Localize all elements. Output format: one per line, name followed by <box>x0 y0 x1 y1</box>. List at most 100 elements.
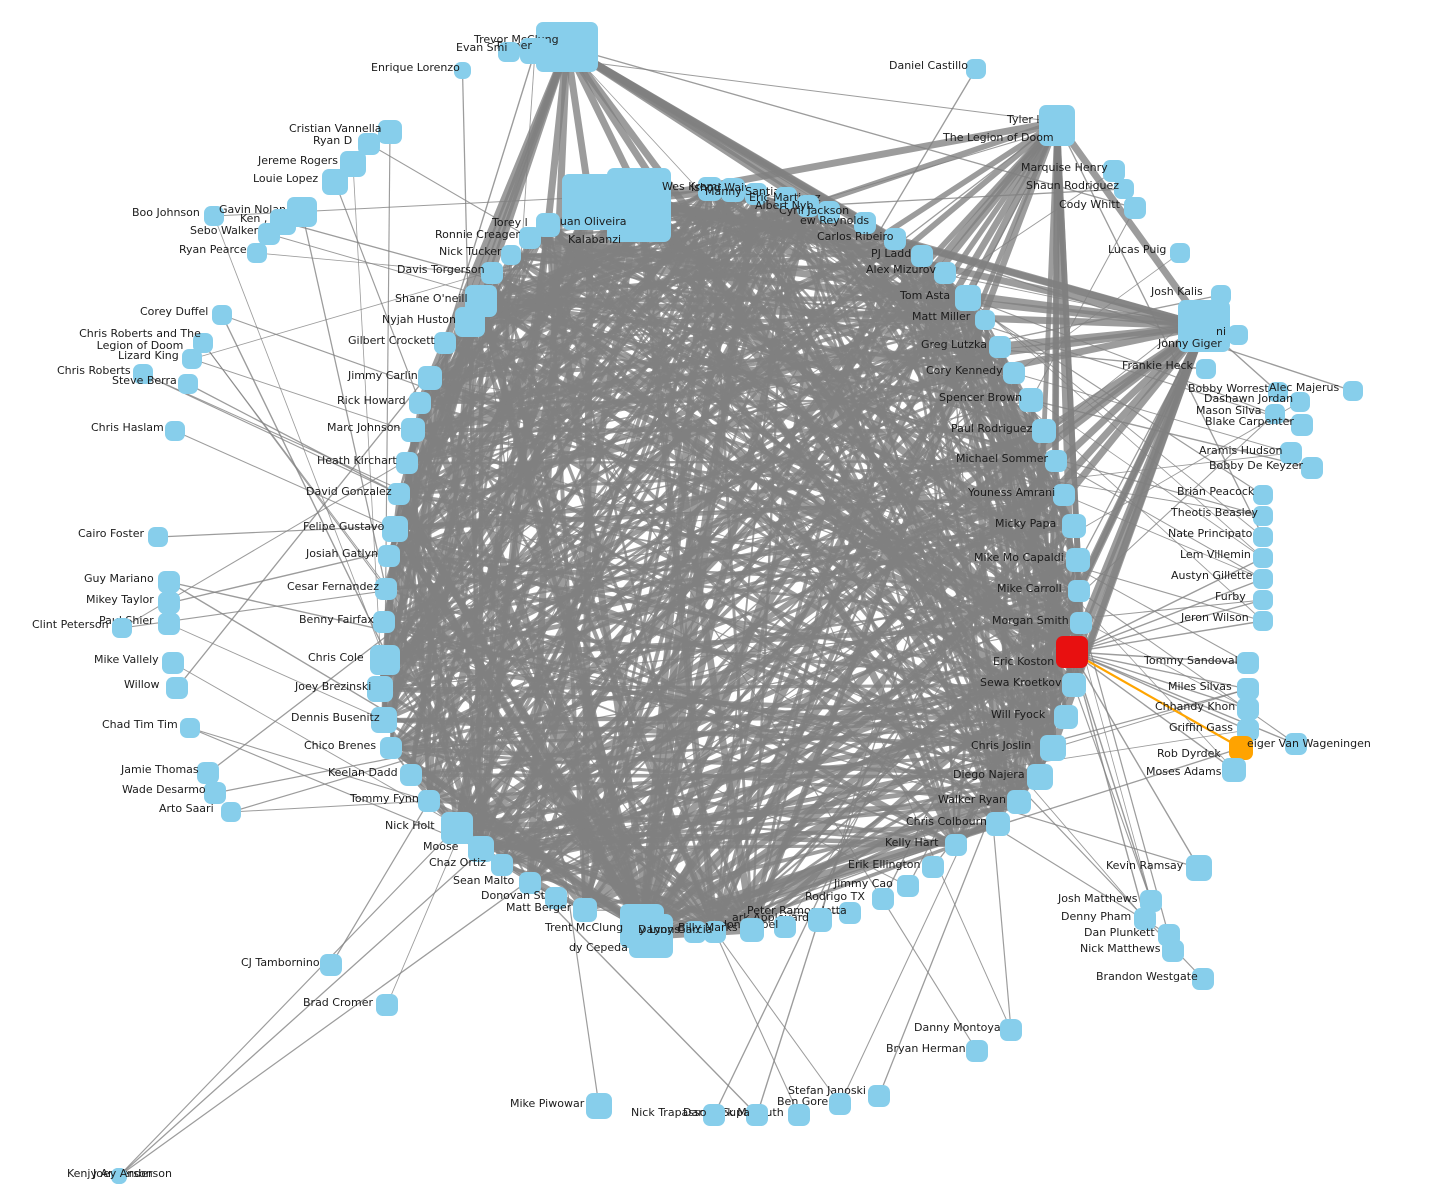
graph-node-clint-peterson[interactable] <box>112 618 132 638</box>
graph-node-ronnie-creager[interactable] <box>519 227 541 249</box>
graph-node-dennis-busenitz[interactable] <box>371 707 397 733</box>
graph-node-bobby-worrest[interactable] <box>1268 382 1288 402</box>
graph-node-legion-of-doom[interactable] <box>1039 112 1075 146</box>
graph-node-mike-vallely[interactable] <box>162 652 184 674</box>
graph-node-eric-martinez[interactable] <box>775 187 797 209</box>
graph-node-benny-fairfax[interactable] <box>373 611 395 633</box>
graph-node-nick-tucker[interactable] <box>501 245 521 265</box>
graph-node-kelly-hart[interactable] <box>945 834 967 856</box>
graph-node-blake-carpenter[interactable] <box>1291 414 1313 436</box>
graph-node-chico-brenes[interactable] <box>380 737 402 759</box>
graph-node-tommy-fynn[interactable] <box>418 790 440 812</box>
graph-node-rick-howard[interactable] <box>409 392 431 414</box>
graph-node-brad-cromer[interactable] <box>376 994 398 1016</box>
graph-node-cody-whitt[interactable] <box>1124 197 1146 219</box>
graph-node-ben-gore[interactable] <box>829 1093 851 1115</box>
graph-node-mark-appleyard[interactable] <box>808 908 832 932</box>
graph-node-rob-dyrdek[interactable] <box>1229 736 1253 760</box>
graph-node-nyjah-huston[interactable] <box>455 307 485 337</box>
graph-node-miles-silvas[interactable] <box>1237 678 1259 700</box>
graph-node-drew-reynolds[interactable] <box>854 212 876 234</box>
graph-node-will-fyock[interactable] <box>1054 705 1078 729</box>
graph-node-moose[interactable] <box>468 836 494 862</box>
graph-node-jeron-wilson[interactable] <box>1253 611 1273 631</box>
graph-node-cody-cepeda[interactable] <box>629 914 673 958</box>
graph-node-brian-peacock[interactable] <box>1253 485 1273 505</box>
graph-node-josiah-gatlyn[interactable] <box>378 545 400 567</box>
graph-node-greg-lutzka[interactable] <box>989 336 1011 358</box>
graph-node-david-gonzalez[interactable] <box>388 483 410 505</box>
graph-node-lem-villemin[interactable] <box>1253 548 1273 568</box>
graph-node-brandon-westgate[interactable] <box>1192 968 1214 990</box>
graph-node-mason-silva[interactable] <box>1265 404 1285 424</box>
graph-node-danny-garcia[interactable] <box>704 921 726 943</box>
graph-node-michael-sommer[interactable] <box>1045 450 1067 472</box>
graph-node-ryan-d[interactable] <box>358 133 380 155</box>
graph-node-chris-roberts-legion[interactable] <box>193 333 213 353</box>
graph-node-alec-majerus[interactable] <box>1343 381 1363 401</box>
graph-node-griffin-gass[interactable] <box>1237 719 1259 741</box>
graph-node-lizard-king[interactable] <box>182 349 202 369</box>
graph-node-furby[interactable] <box>1253 590 1273 610</box>
graph-node-cory-kennedy[interactable] <box>1003 362 1025 384</box>
graph-node-tom-asta[interactable] <box>955 285 981 311</box>
graph-node-mike-piwowar[interactable] <box>586 1093 612 1119</box>
graph-node-luan-oliveira[interactable] <box>562 174 618 230</box>
graph-node-marc-johnson[interactable] <box>401 418 425 442</box>
graph-node-steve-berra[interactable] <box>178 374 198 394</box>
graph-node-wes-kremer[interactable] <box>698 177 722 201</box>
graph-node-kevin-ramsay[interactable] <box>1186 855 1212 881</box>
graph-node-keelan-dadd[interactable] <box>400 764 422 786</box>
graph-node-geiger-van-wageningen[interactable] <box>1285 733 1307 755</box>
graph-node-nick-matthews[interactable] <box>1162 940 1184 962</box>
graph-node-nate-principato[interactable] <box>1253 527 1273 547</box>
graph-node-chris-haslam[interactable] <box>165 421 185 441</box>
graph-node-theotis-beasley[interactable] <box>1253 506 1273 526</box>
graph-node-danny-montoya[interactable] <box>1000 1019 1022 1041</box>
graph-node-chris-roberts[interactable] <box>133 364 153 384</box>
graph-node-frankie-heck[interactable] <box>1196 359 1216 379</box>
graph-node-ty-lyons[interactable] <box>684 921 706 943</box>
graph-node-youness-amrani[interactable] <box>1053 484 1075 506</box>
graph-node-mike-mo-capaldi[interactable] <box>1066 548 1090 572</box>
graph-node-donovan-st[interactable] <box>545 887 567 909</box>
graph-node-chris-joslin[interactable] <box>1040 735 1066 761</box>
graph-node-denny-pham[interactable] <box>1134 908 1156 930</box>
graph-node-eric-koston[interactable] <box>1056 636 1088 668</box>
graph-node-ishod-wair[interactable] <box>721 178 745 202</box>
graph-node-micky-papa[interactable] <box>1062 514 1086 538</box>
graph-node-shaun-rodriguez[interactable] <box>1114 179 1134 199</box>
graph-node-carlos-ribeiro[interactable] <box>884 228 906 250</box>
graph-node-sean-malto[interactable] <box>519 872 541 894</box>
graph-node-jamie-thomas[interactable] <box>197 762 219 784</box>
graph-node-peter-ramondetta[interactable] <box>839 902 861 924</box>
graph-node-chris-cole[interactable] <box>370 645 400 675</box>
graph-node-chhandy-khon[interactable] <box>1237 698 1259 720</box>
graph-node-chad-tim-tim[interactable] <box>180 718 200 738</box>
graph-node-chaz-ortiz[interactable] <box>491 854 513 876</box>
graph-node-amrani2[interactable] <box>1228 325 1248 345</box>
graph-node-tanner[interactable] <box>520 38 550 64</box>
graph-node-aramis-hudson[interactable] <box>1280 442 1302 464</box>
graph-node-alex-mizurov[interactable] <box>934 262 956 284</box>
graph-node-sewa-kroetkov[interactable] <box>1062 673 1086 697</box>
graph-node-bobby-de-keyzer[interactable] <box>1301 457 1323 479</box>
graph-node-davis-torgerson[interactable] <box>481 262 503 284</box>
graph-node-tommy-sandoval[interactable] <box>1237 652 1259 674</box>
graph-node-mikey-taylor[interactable] <box>158 592 180 614</box>
graph-node-paul-rodriguez[interactable] <box>1032 419 1056 443</box>
graph-node-wade-desarmo[interactable] <box>204 782 226 804</box>
graph-node-diego-najera[interactable] <box>1027 764 1053 790</box>
graph-node-louie-lopez[interactable] <box>322 169 348 195</box>
graph-node-austyn-gillette[interactable] <box>1253 569 1273 589</box>
graph-node-daniel-castillo[interactable] <box>966 59 986 79</box>
graph-node-manny-santiago[interactable] <box>745 183 767 205</box>
graph-node-evan-smith[interactable] <box>498 42 520 62</box>
graph-node-nick-trapasso[interactable] <box>703 1104 725 1126</box>
graph-node-ryan-pearce[interactable] <box>247 243 267 263</box>
graph-node-cristian-vannella[interactable] <box>378 120 402 144</box>
graph-node-felipe-gustavo[interactable] <box>382 516 408 542</box>
graph-node-boo-johnson[interactable] <box>204 206 224 226</box>
graph-node-jimmy-carlin[interactable] <box>418 366 442 390</box>
